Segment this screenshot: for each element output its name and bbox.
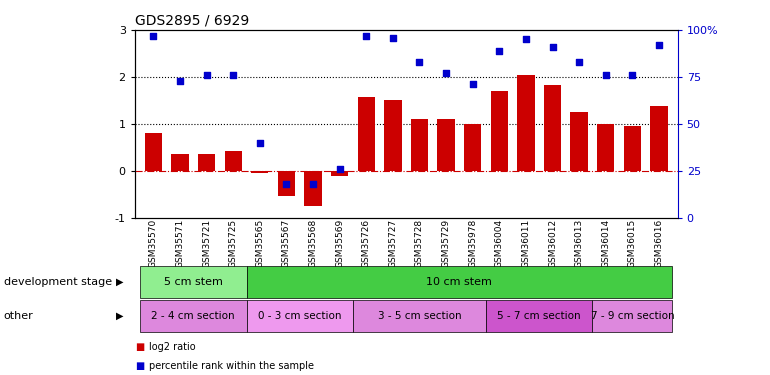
Point xyxy=(493,48,505,54)
Bar xyxy=(571,112,588,171)
Text: ■: ■ xyxy=(135,361,144,370)
Text: 3 - 5 cm section: 3 - 5 cm section xyxy=(377,311,461,321)
Bar xyxy=(145,133,162,171)
Bar xyxy=(251,171,269,173)
Point xyxy=(600,72,612,78)
Point xyxy=(440,70,452,76)
Bar xyxy=(331,171,348,176)
Text: development stage: development stage xyxy=(4,277,112,287)
Point xyxy=(333,166,346,172)
Point xyxy=(227,72,239,78)
Text: 7 - 9 cm section: 7 - 9 cm section xyxy=(591,311,675,321)
Text: ■: ■ xyxy=(135,342,144,352)
Bar xyxy=(651,106,668,171)
Point xyxy=(360,33,373,39)
Bar xyxy=(624,126,641,171)
Text: other: other xyxy=(4,311,34,321)
Point xyxy=(467,81,479,87)
Bar xyxy=(544,86,561,171)
Text: 10 cm stem: 10 cm stem xyxy=(427,277,492,287)
Point xyxy=(253,140,266,146)
Point xyxy=(200,72,213,78)
Point xyxy=(413,59,426,65)
Bar xyxy=(384,100,401,171)
Point xyxy=(520,36,532,42)
Text: 5 - 7 cm section: 5 - 7 cm section xyxy=(497,311,581,321)
Text: percentile rank within the sample: percentile rank within the sample xyxy=(149,361,313,370)
Text: 5 cm stem: 5 cm stem xyxy=(164,277,223,287)
Text: 2 - 4 cm section: 2 - 4 cm section xyxy=(152,311,235,321)
Point xyxy=(174,78,186,84)
Point xyxy=(387,34,399,40)
Text: ▶: ▶ xyxy=(116,311,123,321)
Point xyxy=(147,33,159,39)
Bar xyxy=(411,119,428,171)
Text: GDS2895 / 6929: GDS2895 / 6929 xyxy=(135,13,249,27)
Bar xyxy=(198,154,216,171)
Bar xyxy=(172,154,189,171)
Bar xyxy=(464,124,481,171)
Point xyxy=(653,42,665,48)
Bar xyxy=(225,151,242,171)
Text: 0 - 3 cm section: 0 - 3 cm section xyxy=(258,311,341,321)
Point xyxy=(307,181,320,187)
Bar xyxy=(357,97,375,171)
Point xyxy=(573,59,585,65)
Point xyxy=(547,44,559,50)
Bar xyxy=(437,119,455,171)
Point xyxy=(280,181,293,187)
Text: log2 ratio: log2 ratio xyxy=(149,342,196,352)
Bar xyxy=(278,171,295,196)
Text: ▶: ▶ xyxy=(116,277,123,287)
Bar xyxy=(517,75,534,171)
Bar xyxy=(304,171,322,206)
Bar xyxy=(490,91,508,171)
Point xyxy=(626,72,638,78)
Bar xyxy=(597,124,614,171)
